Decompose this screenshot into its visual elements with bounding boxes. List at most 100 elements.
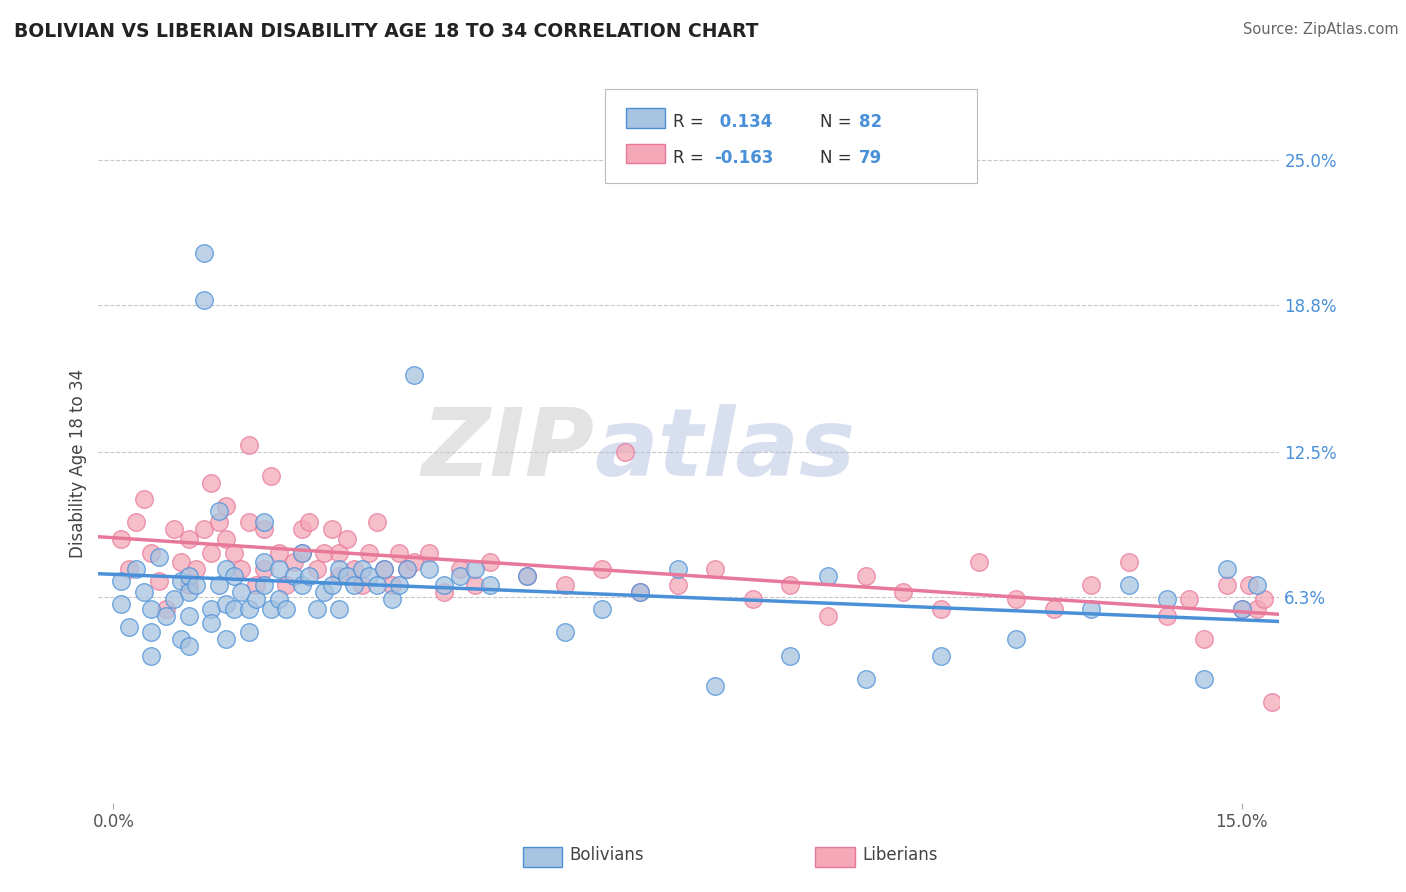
Point xyxy=(817,569,839,583)
Point xyxy=(177,569,200,583)
Point xyxy=(177,585,200,599)
Point xyxy=(373,562,395,576)
Point xyxy=(276,601,298,615)
Point xyxy=(215,532,238,546)
Point xyxy=(591,601,613,615)
Point xyxy=(208,578,231,592)
Point xyxy=(298,569,321,583)
Point xyxy=(238,516,260,530)
Point xyxy=(855,672,877,686)
Point xyxy=(170,574,193,588)
Point xyxy=(215,632,238,647)
Point xyxy=(117,562,139,576)
Point xyxy=(1118,578,1140,592)
Text: N =: N = xyxy=(820,113,856,131)
Point xyxy=(433,578,456,592)
Point xyxy=(283,569,305,583)
Point xyxy=(200,546,222,560)
Point xyxy=(704,679,727,693)
Point xyxy=(554,625,576,640)
Text: Liberians: Liberians xyxy=(862,846,938,863)
Point xyxy=(253,578,276,592)
Point xyxy=(177,608,200,623)
Point xyxy=(260,468,283,483)
Text: ZIP: ZIP xyxy=(422,404,595,496)
Point xyxy=(350,562,373,576)
Point xyxy=(170,555,193,569)
Point xyxy=(554,578,576,592)
Point xyxy=(1042,601,1064,615)
Point xyxy=(381,578,404,592)
Point xyxy=(208,516,231,530)
Point xyxy=(321,578,343,592)
Point xyxy=(298,516,321,530)
Point xyxy=(260,601,283,615)
Point xyxy=(238,625,260,640)
Point xyxy=(215,562,238,576)
Point xyxy=(388,546,411,560)
Point xyxy=(139,625,162,640)
Point xyxy=(139,601,162,615)
Point xyxy=(186,562,208,576)
Point xyxy=(1261,695,1284,709)
Point xyxy=(267,562,290,576)
Point xyxy=(245,592,267,607)
Point xyxy=(855,569,877,583)
Point xyxy=(139,546,162,560)
Point xyxy=(1005,632,1028,647)
Point xyxy=(817,608,839,623)
Point xyxy=(276,578,298,592)
Text: atlas: atlas xyxy=(595,404,856,496)
Text: Bolivians: Bolivians xyxy=(569,846,644,863)
Point xyxy=(929,648,952,663)
Point xyxy=(139,648,162,663)
Point xyxy=(1178,592,1201,607)
Point xyxy=(222,546,245,560)
Point xyxy=(1080,601,1102,615)
Point xyxy=(290,578,312,592)
Point xyxy=(283,555,305,569)
Point xyxy=(328,546,350,560)
Point xyxy=(336,569,359,583)
Text: R =: R = xyxy=(673,113,710,131)
Point xyxy=(1216,578,1239,592)
Point xyxy=(449,569,471,583)
Text: -0.163: -0.163 xyxy=(714,149,773,167)
Point xyxy=(200,615,222,630)
Point xyxy=(193,293,215,308)
Point xyxy=(222,601,245,615)
Point xyxy=(433,585,456,599)
Point xyxy=(321,522,343,536)
Point xyxy=(967,555,990,569)
Point xyxy=(155,601,177,615)
Point xyxy=(231,562,253,576)
Point xyxy=(193,522,215,536)
Point xyxy=(628,585,651,599)
Point xyxy=(336,532,359,546)
Point xyxy=(929,601,952,615)
Point xyxy=(395,562,418,576)
Point xyxy=(253,555,276,569)
Point xyxy=(222,569,245,583)
Point xyxy=(208,503,231,517)
Point xyxy=(516,569,538,583)
Text: N =: N = xyxy=(820,149,856,167)
Point xyxy=(614,445,637,459)
Point xyxy=(891,585,914,599)
Point xyxy=(373,562,395,576)
Point xyxy=(215,499,238,513)
Point xyxy=(381,592,404,607)
Text: Source: ZipAtlas.com: Source: ZipAtlas.com xyxy=(1243,22,1399,37)
Point xyxy=(478,555,501,569)
Point xyxy=(1230,601,1253,615)
Point xyxy=(186,578,208,592)
Point xyxy=(343,562,366,576)
Point xyxy=(328,569,350,583)
Point xyxy=(148,574,170,588)
Point xyxy=(449,562,471,576)
Point xyxy=(132,585,155,599)
Point xyxy=(366,578,388,592)
Point xyxy=(779,648,801,663)
Point xyxy=(1118,555,1140,569)
Point xyxy=(215,597,238,611)
